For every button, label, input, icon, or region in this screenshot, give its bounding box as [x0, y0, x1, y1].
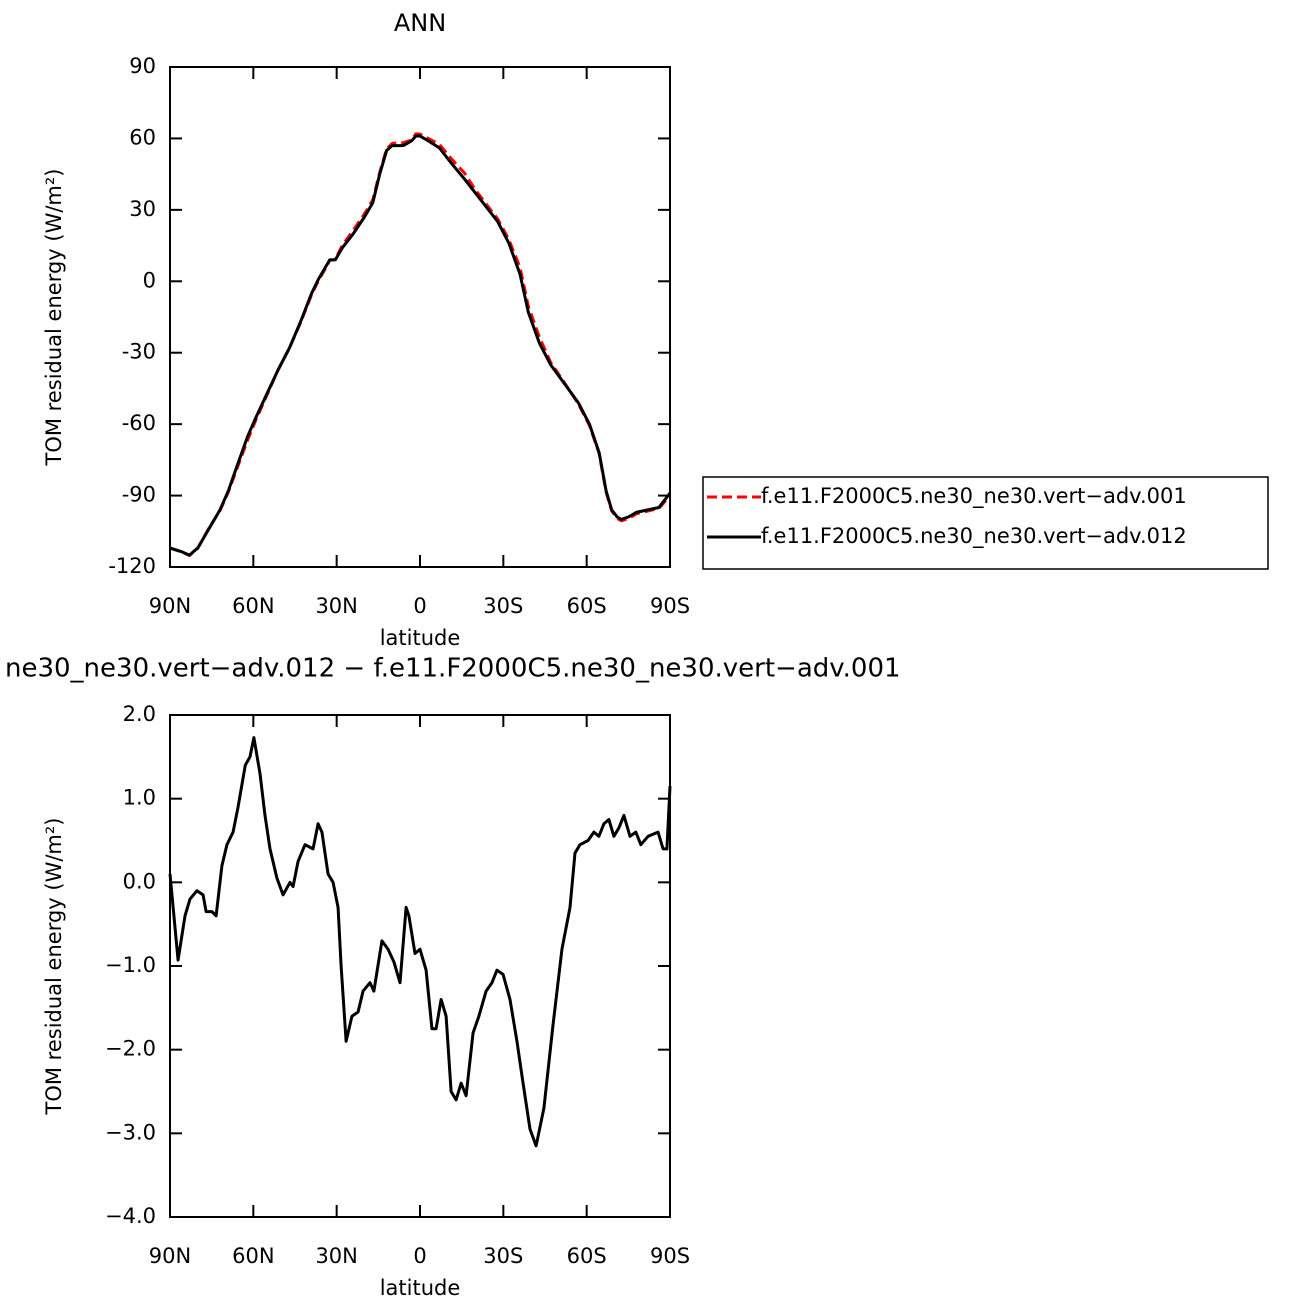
x-axis-label: latitude — [380, 626, 461, 650]
x-tick-label: 90N — [149, 1244, 191, 1268]
x-tick-label: 30N — [315, 594, 357, 618]
x-tick-label: 60N — [232, 594, 274, 618]
y-tick-label: 0.0 — [123, 869, 156, 893]
x-tick-label: 90N — [149, 594, 191, 618]
data-line — [169, 134, 672, 557]
x-tick-label: 30S — [483, 594, 523, 618]
x-tick-label: 90S — [650, 594, 690, 618]
legend-label: f.e11.F2000C5.ne30_ne30.vert−adv.001 — [761, 484, 1187, 509]
y-axis-label: TOM residual energy (W/m²) — [42, 818, 66, 1116]
y-tick-label: 90 — [129, 54, 156, 78]
y-tick-label: -60 — [122, 411, 156, 435]
y-tick-label: -120 — [108, 554, 156, 578]
x-tick-label: 90S — [650, 1244, 690, 1268]
data-line — [169, 132, 672, 558]
y-tick-label: 2.0 — [123, 702, 156, 726]
y-tick-label: 0 — [143, 268, 156, 292]
y-tick-label: 1.0 — [123, 786, 156, 810]
y-tick-label: -90 — [122, 483, 156, 507]
y-tick-label: −3.0 — [105, 1120, 156, 1144]
legend-box — [702, 476, 1269, 570]
y-tick-label: 30 — [129, 197, 156, 221]
plot-frame — [169, 66, 671, 568]
y-tick-label: −4.0 — [105, 1204, 156, 1228]
x-tick-label: 60S — [567, 1244, 607, 1268]
x-tick-label: 30N — [315, 1244, 357, 1268]
x-tick-label: 0 — [413, 594, 426, 618]
x-tick-label: 60N — [232, 1244, 274, 1268]
data-line — [168, 736, 672, 1148]
x-tick-label: 0 — [413, 1244, 426, 1268]
y-tick-label: −2.0 — [105, 1037, 156, 1061]
legend-label: f.e11.F2000C5.ne30_ne30.vert−adv.012 — [761, 524, 1187, 549]
x-tick-label: 30S — [483, 1244, 523, 1268]
chart-title: ANN — [394, 9, 446, 37]
chart-title: ne30_ne30.vert−adv.012 − f.e11.F2000C5.n… — [5, 654, 901, 684]
plot-frame — [169, 714, 671, 1218]
y-axis-label: TOM residual energy (W/m²) — [42, 169, 66, 467]
x-axis-label: latitude — [380, 1276, 461, 1300]
y-tick-label: 60 — [129, 125, 156, 149]
y-tick-label: -30 — [122, 340, 156, 364]
y-tick-label: −1.0 — [105, 953, 156, 977]
x-tick-label: 60S — [567, 594, 607, 618]
